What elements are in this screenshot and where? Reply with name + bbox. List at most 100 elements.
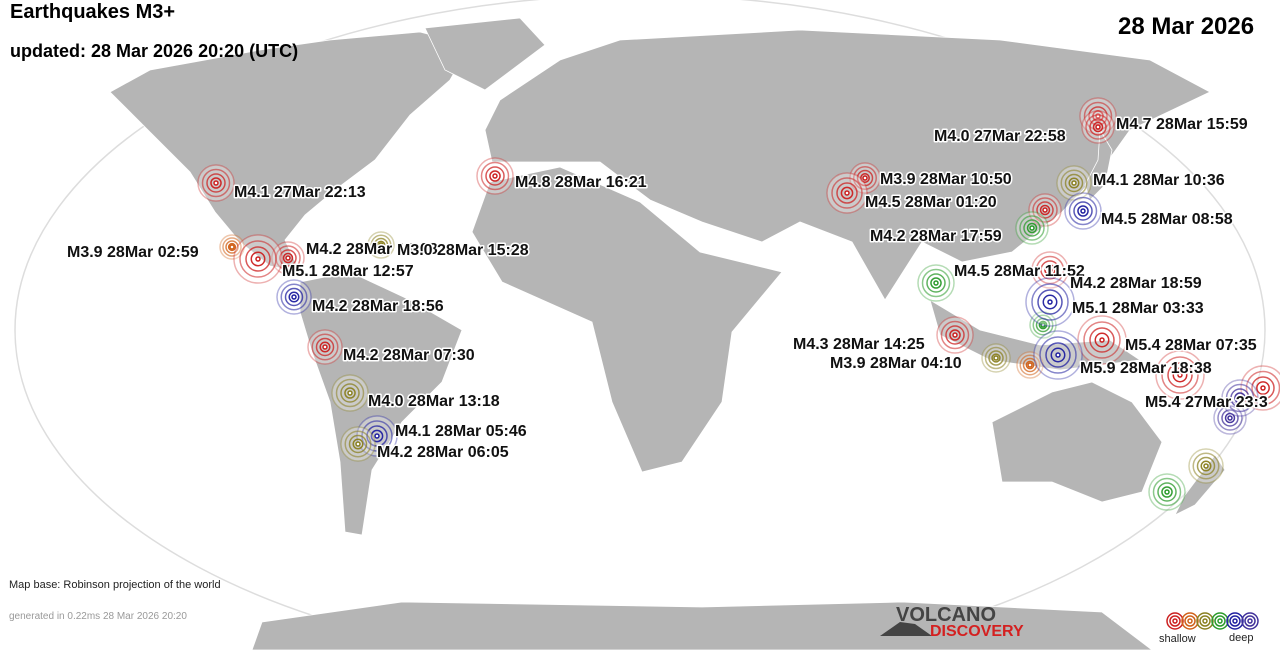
legend-swatch (1172, 618, 1178, 624)
quake-label: M4.2 28Mar 07:30 (343, 347, 475, 364)
quake-center (1260, 385, 1266, 391)
quake-ring (836, 182, 858, 204)
quake-label: M4.2 28Mar 06:05 (377, 444, 509, 461)
quake-center (952, 332, 958, 338)
quake-ring (284, 287, 304, 307)
quake-ring (1064, 173, 1084, 193)
quake-center (213, 180, 219, 186)
quake-ring (250, 251, 266, 267)
quake-label: M4.1 28Mar 10:36 (1093, 172, 1225, 189)
quake-ring (1161, 486, 1173, 498)
quake-ring (227, 242, 237, 252)
quake-ring (1022, 357, 1038, 373)
quake-label: M3.0 28Mar 15:28 (397, 242, 529, 259)
legend-swatch (1166, 612, 1184, 630)
quake-label: M4.5 28Mar 01:20 (865, 194, 997, 211)
quake-ring (225, 240, 239, 254)
logo-top: VOLCANO (896, 604, 996, 626)
quake-marker (1188, 448, 1224, 484)
quake-center (1099, 337, 1105, 343)
quake-label: M5.4 28Mar 07:35 (1125, 337, 1257, 354)
quake-ring (1042, 294, 1058, 310)
quake-ring (1192, 452, 1220, 480)
greenland (424, 17, 546, 91)
quake-center (1055, 352, 1061, 358)
quake-label: M5.1 28Mar 03:33 (1072, 300, 1204, 317)
legend-swatch (1199, 615, 1211, 627)
quake-ring (319, 341, 331, 353)
quake-center (1029, 225, 1035, 231)
legend-swatch (1184, 615, 1196, 627)
quake-center (1164, 489, 1170, 495)
label-layer: M4.1 27Mar 22:13 M4.8 28Mar 16:21 M3.9 28M… (66, 115, 1270, 463)
quake-center (844, 190, 850, 196)
quake-center (1047, 267, 1053, 273)
quake-ring (856, 169, 874, 187)
quake-ring (282, 252, 294, 264)
quake-ring (370, 429, 384, 443)
quake-ring (1031, 283, 1069, 321)
legend-swatch (1196, 612, 1214, 630)
quake-ring (949, 329, 961, 341)
quake-marker (1015, 211, 1049, 245)
legend-swatch (1214, 615, 1226, 627)
quake-center (1177, 372, 1183, 378)
quake-ring (1256, 381, 1270, 395)
quake-center (285, 255, 291, 261)
quake-ring (1045, 342, 1071, 368)
quake-marker (917, 264, 955, 302)
quake-label: M4.2 28Mar 18:56 (312, 298, 444, 315)
quake-marker (1016, 351, 1044, 379)
quake-center (1095, 124, 1101, 130)
quake-ring (340, 383, 360, 403)
quake-ring (991, 353, 1001, 363)
quake-marker (331, 374, 369, 412)
quake-ring (1094, 332, 1110, 348)
quake-marker (1148, 473, 1186, 511)
legend-swatch (1244, 615, 1256, 627)
quake-ring (1068, 196, 1098, 226)
quake-ring (1036, 201, 1054, 219)
quake-label: M4.5 28Mar 08:58 (1101, 211, 1233, 228)
quake-ring (1083, 321, 1121, 359)
quake-marker (276, 279, 312, 315)
south-america (299, 271, 463, 536)
quake-ring (1230, 388, 1250, 408)
quake-label: M4.5 28Mar 11:52 (954, 263, 1085, 280)
quake-ring (344, 430, 372, 458)
updated: updated: 28 Mar 2026 20:20 (UTC) (10, 41, 298, 61)
legend-swatch (1169, 615, 1181, 627)
quake-ring (1037, 289, 1063, 315)
legend-swatch (1211, 612, 1229, 630)
quake-center (322, 344, 328, 350)
quake-label: M4.0 28Mar 13:18 (368, 393, 500, 410)
quake-ring (1196, 456, 1216, 476)
quake-ring (860, 173, 870, 183)
quake-ring (988, 350, 1004, 366)
quake-marker (1077, 315, 1127, 365)
quake-label: M5.9 28Mar 18:38 (1080, 360, 1212, 377)
quake-ring (1038, 320, 1048, 330)
quake-marker (1155, 350, 1205, 400)
date: 28 Mar 2026 (1118, 13, 1254, 40)
quake-ring (1044, 264, 1056, 276)
quake-ring (1019, 215, 1045, 241)
quake-ring (1039, 336, 1077, 374)
quake-ring (1050, 347, 1066, 363)
quake-ring (288, 291, 300, 303)
quake-ring (1039, 204, 1051, 216)
quake-center (255, 256, 261, 262)
quake-marker (1221, 379, 1259, 417)
quake-ring (376, 240, 386, 250)
quake-ring (1092, 121, 1104, 133)
quake-ring (311, 333, 339, 361)
quake-center (1040, 322, 1046, 328)
logo[interactable]: VOLCANO DISCOVERY (880, 604, 1024, 640)
quake-ring (1251, 376, 1275, 400)
quake-label: M3.9 28Mar 10:50 (880, 171, 1012, 188)
quake-ring (940, 320, 970, 350)
quake-label: M4.8 28Mar 16:21 (515, 174, 647, 191)
quake-ring (1172, 367, 1188, 383)
title: Earthquakes M3+ (10, 1, 175, 23)
quake-ring (1200, 460, 1212, 472)
